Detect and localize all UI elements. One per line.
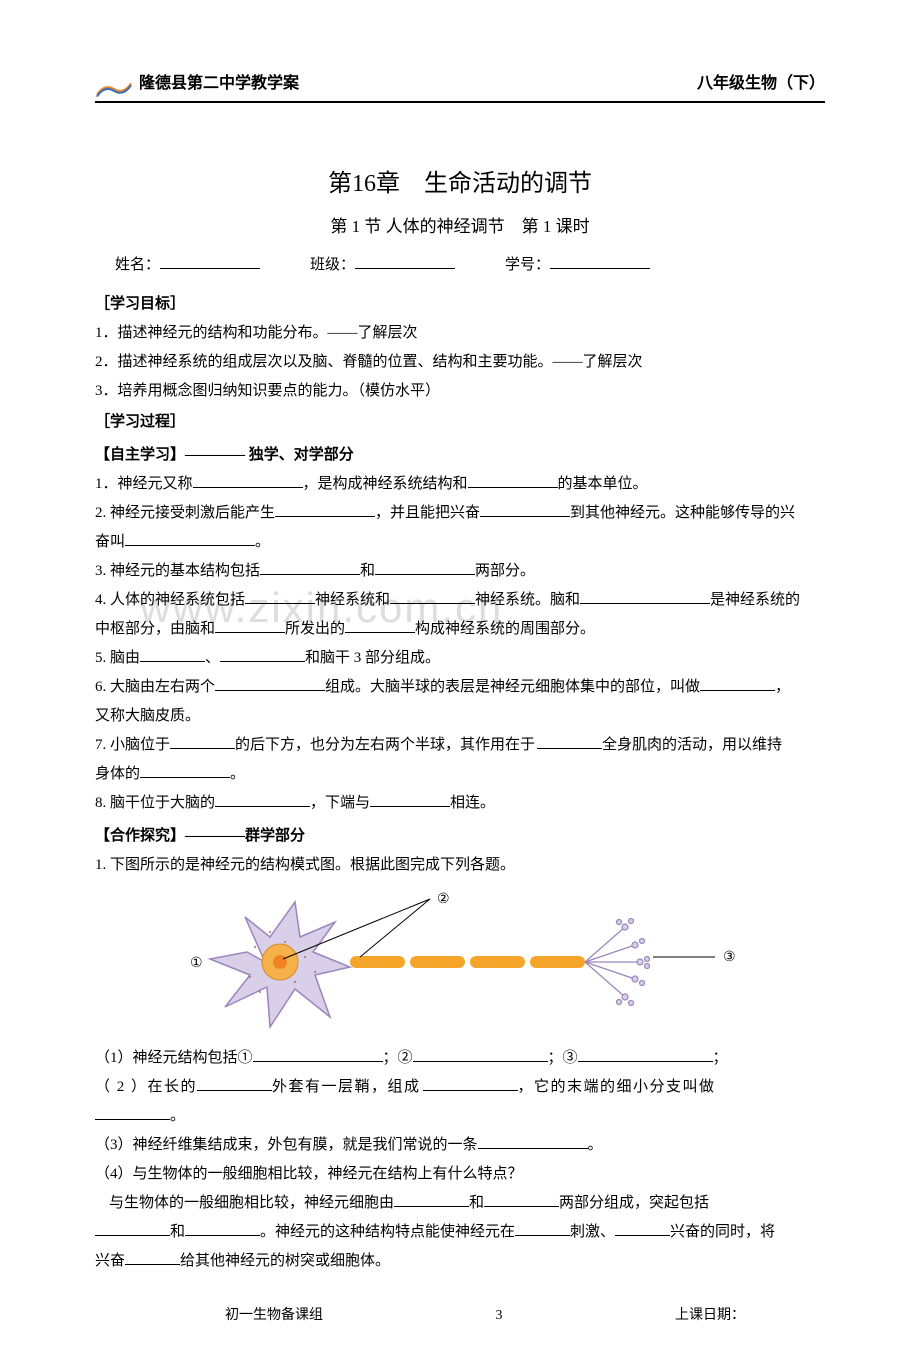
blank[interactable] xyxy=(370,790,450,807)
q8: 8. 脑干位于大脑的，下端与相连。 xyxy=(95,790,825,817)
blank[interactable] xyxy=(537,732,602,749)
blank[interactable] xyxy=(478,1132,588,1149)
q6: 6. 大脑由左右两个组成。大脑半球的表层是神经元细胞体集中的部位，叫做， xyxy=(95,674,825,701)
blank[interactable] xyxy=(700,674,775,691)
blank[interactable] xyxy=(140,645,205,662)
blank[interactable] xyxy=(95,1219,170,1236)
blank[interactable] xyxy=(215,790,310,807)
footer-page: 3 xyxy=(496,1303,503,1328)
coop-q4-d: 兴奋给其他神经元的树突或细胞体。 xyxy=(95,1248,825,1275)
coop-q1: （1）神经元结构包括①；②；③； xyxy=(95,1045,825,1072)
blank[interactable] xyxy=(275,500,375,517)
section-title: 第 1 节 人体的神经调节 第 1 课时 xyxy=(95,212,825,243)
blank[interactable] xyxy=(197,1074,272,1091)
blank[interactable] xyxy=(245,587,315,604)
q7-cont: 身体的。 xyxy=(95,761,825,788)
q2-cont: 奋叫。 xyxy=(95,529,825,556)
header-left: 隆德县第二中学教学案 xyxy=(139,70,697,99)
blank[interactable] xyxy=(185,1219,260,1236)
objective-3: 3．培养用概念图归纳知识要点的能力。（模仿水平） xyxy=(95,378,825,405)
blank[interactable] xyxy=(125,529,255,546)
svg-text:②: ② xyxy=(437,892,450,907)
class-label: 班级： xyxy=(310,252,355,279)
page-footer: 初一生物备课组 3 上课日期： xyxy=(95,1303,825,1328)
student-info: 姓名： 班级： 学号： xyxy=(95,251,825,279)
coop-title: 【合作探究】――――群学部分 xyxy=(95,823,825,850)
coop-q4-c: 和。神经元的这种结构特点能使神经元在刺激、兴奋的同时，将 xyxy=(95,1219,825,1246)
q4: 4. 人体的神经系统包括神经系统和神经系统。脑和是神经系统的 xyxy=(95,587,825,614)
svg-text:①: ① xyxy=(190,956,203,971)
neuron-figure: ② ① ③ xyxy=(155,887,755,1037)
blank[interactable] xyxy=(170,732,235,749)
class-blank[interactable] xyxy=(355,251,455,269)
q5: 5. 脑由、和脑干 3 部分组成。 xyxy=(95,645,825,672)
objectives-title: ［学习目标］ xyxy=(95,291,825,318)
q7: 7. 小脑位于的后下方，也分为左右两个半球，其作用在于全身肌肉的活动，用以维持 xyxy=(95,732,825,759)
page-header: 隆德县第二中学教学案 八年级生物（下） xyxy=(95,70,825,103)
chapter-title: 第16章 生命活动的调节 xyxy=(95,163,825,206)
blank[interactable] xyxy=(375,558,475,575)
coop-q4: （4）与生物体的一般细胞相比较，神经元在结构上有什么特点？ xyxy=(95,1161,825,1188)
coop-q2-cont: 。 xyxy=(95,1103,825,1130)
id-blank[interactable] xyxy=(550,251,650,269)
name-label: 姓名： xyxy=(115,252,160,279)
blank[interactable] xyxy=(253,1045,383,1062)
blank[interactable] xyxy=(193,471,303,488)
blank[interactable] xyxy=(413,1045,548,1062)
blank[interactable] xyxy=(215,616,285,633)
blank[interactable] xyxy=(515,1219,570,1236)
q1: 1．神经元又称，是构成神经系统结构和的基本单位。 xyxy=(95,471,825,498)
blank[interactable] xyxy=(345,616,415,633)
q4-cont: 中枢部分，由脑和所发出的构成神经系统的周围部分。 xyxy=(95,616,825,643)
blank[interactable] xyxy=(580,587,710,604)
footer-left: 初一生物备课组 xyxy=(225,1303,323,1328)
self-study-title: 【自主学习】―――― 独学、对学部分 xyxy=(95,442,825,469)
id-label: 学号： xyxy=(505,252,550,279)
blank[interactable] xyxy=(390,587,475,604)
blank[interactable] xyxy=(480,500,570,517)
q3: 3. 神经元的基本结构包括和两部分。 xyxy=(95,558,825,585)
blank[interactable] xyxy=(578,1045,713,1062)
blank[interactable] xyxy=(260,558,360,575)
objective-2: 2．描述神经系统的组成层次以及脑、脊髓的位置、结构和主要功能。――了解层次 xyxy=(95,349,825,376)
svg-text:③: ③ xyxy=(723,950,736,965)
coop-q3: （3）神经纤维集结成束，外包有膜，就是我们常说的一条。 xyxy=(95,1132,825,1159)
blank[interactable] xyxy=(484,1190,559,1207)
header-right: 八年级生物（下） xyxy=(697,70,825,99)
objective-1: 1．描述神经元的结构和功能分布。――了解层次 xyxy=(95,320,825,347)
coop-q4-b: 与生物体的一般细胞相比较，神经元细胞由和两部分组成，突起包括 xyxy=(95,1190,825,1217)
blank[interactable] xyxy=(220,645,305,662)
q2: 2. 神经元接受刺激后能产生，并且能把兴奋到其他神经元。这种能够传导的兴 xyxy=(95,500,825,527)
coop-intro: 1. 下图所示的是神经元的结构模式图。根据此图完成下列各题。 xyxy=(95,852,825,879)
blank[interactable] xyxy=(140,761,230,778)
logo-icon xyxy=(95,79,133,99)
name-blank[interactable] xyxy=(160,251,260,269)
blank[interactable] xyxy=(468,471,558,488)
blank[interactable] xyxy=(615,1219,670,1236)
blank[interactable] xyxy=(125,1248,180,1265)
blank[interactable] xyxy=(95,1103,170,1120)
blank[interactable] xyxy=(215,674,325,691)
coop-q2: （ 2 ）在长的外套有一层鞘，组成，它的末端的细小分支叫做 xyxy=(95,1074,825,1101)
blank[interactable] xyxy=(394,1190,469,1207)
q6-cont: 又称大脑皮质。 xyxy=(95,703,825,730)
process-title: ［学习过程］ xyxy=(95,409,825,436)
footer-right: 上课日期： xyxy=(675,1303,745,1328)
blank[interactable] xyxy=(423,1074,518,1091)
